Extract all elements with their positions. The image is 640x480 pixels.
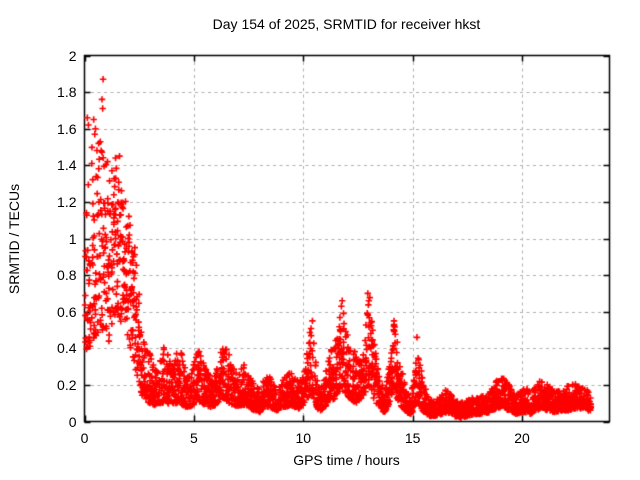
y-tick-label: 1.4 xyxy=(57,157,77,174)
x-tick-label: 10 xyxy=(295,429,312,446)
y-tick-label: 0.2 xyxy=(57,376,77,393)
y-tick-label: 0.8 xyxy=(57,267,77,284)
y-tick-label: 0 xyxy=(68,413,77,430)
x-axis-label: GPS time / hours xyxy=(293,452,400,468)
y-tick-label: 0.4 xyxy=(57,340,77,357)
y-tick-label: 1.6 xyxy=(57,120,77,137)
y-tick-label: 1 xyxy=(68,230,77,247)
y-tick-label: 1.8 xyxy=(57,84,77,101)
x-tick-label: 15 xyxy=(404,429,421,446)
x-tick-label: 0 xyxy=(80,429,89,446)
y-tick-label: 1.2 xyxy=(57,193,77,210)
chart-title: Day 154 of 2025, SRMTID for receiver hks… xyxy=(212,16,481,32)
x-tick-label: 5 xyxy=(189,429,198,446)
y-tick-label: 2 xyxy=(68,47,77,64)
x-tick-label: 20 xyxy=(514,429,530,446)
y-tick-label: 0.6 xyxy=(57,303,77,320)
